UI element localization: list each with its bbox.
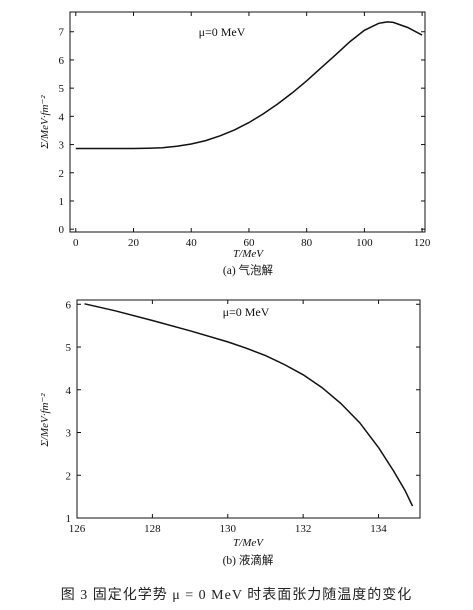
chart-a-ylabel: Σ/MeV·fm⁻²: [39, 95, 51, 150]
chart-b-ytick-label: 2: [66, 470, 72, 482]
chart-a-annotation: μ=0 MeV: [199, 25, 246, 39]
chart-a-xtick-label: 120: [414, 237, 431, 249]
chart-a-ytick-label: 3: [59, 140, 65, 152]
chart-a-xtick-label: 40: [186, 237, 198, 249]
chart-a-frame: [69, 11, 426, 233]
chart-b-series-line: [84, 303, 414, 507]
chart-a-series-line: [75, 21, 423, 150]
chart-a-xtick-label: 20: [128, 237, 140, 249]
chart-b-xtick-label: 126: [69, 523, 86, 535]
chart-a-xtick-label: 100: [356, 237, 373, 249]
chart-a-ytick-label: 5: [59, 83, 65, 95]
chart-b-xtick-label: 128: [144, 523, 161, 535]
chart-b-xtick-label: 130: [220, 523, 237, 535]
chart-b-xtick-label: 132: [295, 523, 312, 535]
chart-a-xtick-label: 60: [243, 237, 255, 249]
chart-a-subcaption: (a) 气泡解: [223, 263, 274, 277]
chart-a-ytick-label: 0: [59, 224, 65, 236]
chart-a-ytick-label: 6: [59, 55, 65, 67]
chart-a-xlabel: T/MeV: [233, 248, 264, 260]
chart-a: 0 20 40 60 80 100 120 0 1 2 3 4 5 6 7 μ=0 MeV T/MeV Σ/…: [39, 11, 431, 277]
chart-b-subcaption: (b) 液滴解: [223, 553, 274, 567]
chart-a-ytick-label: 1: [59, 196, 65, 208]
chart-b-ytick-label: 5: [66, 342, 72, 354]
chart-b-xtick-label: 134: [370, 523, 387, 535]
chart-a-xtick-label: 0: [73, 237, 79, 249]
chart-b-xlabel: T/MeV: [233, 537, 264, 549]
chart-b-ytick-label: 3: [66, 428, 72, 440]
figure-caption: 图 3 固定化学势 μ = 0 MeV 时表面张力随温度的变化: [60, 588, 413, 603]
chart-b-annotation: μ=0 MeV: [223, 305, 270, 319]
chart-b-frame: [76, 299, 421, 519]
chart-b-ylabel: Σ/MeV·fm⁻²: [39, 393, 51, 448]
chart-a-ytick-label: 2: [59, 168, 65, 180]
chart-b-ytick-label: 6: [66, 299, 72, 311]
chart-b: 126 128 130 132 134 1 2 3 4 5 6 μ=0 MeV T/MeV Σ/Me…: [39, 299, 421, 567]
chart-a-xtick-label: 80: [301, 237, 313, 249]
chart-b-ytick-label: 1: [66, 513, 72, 525]
chart-a-ytick-label: 4: [59, 111, 65, 123]
chart-a-ytick-label: 7: [59, 27, 65, 39]
chart-b-ytick-label: 4: [66, 385, 72, 397]
